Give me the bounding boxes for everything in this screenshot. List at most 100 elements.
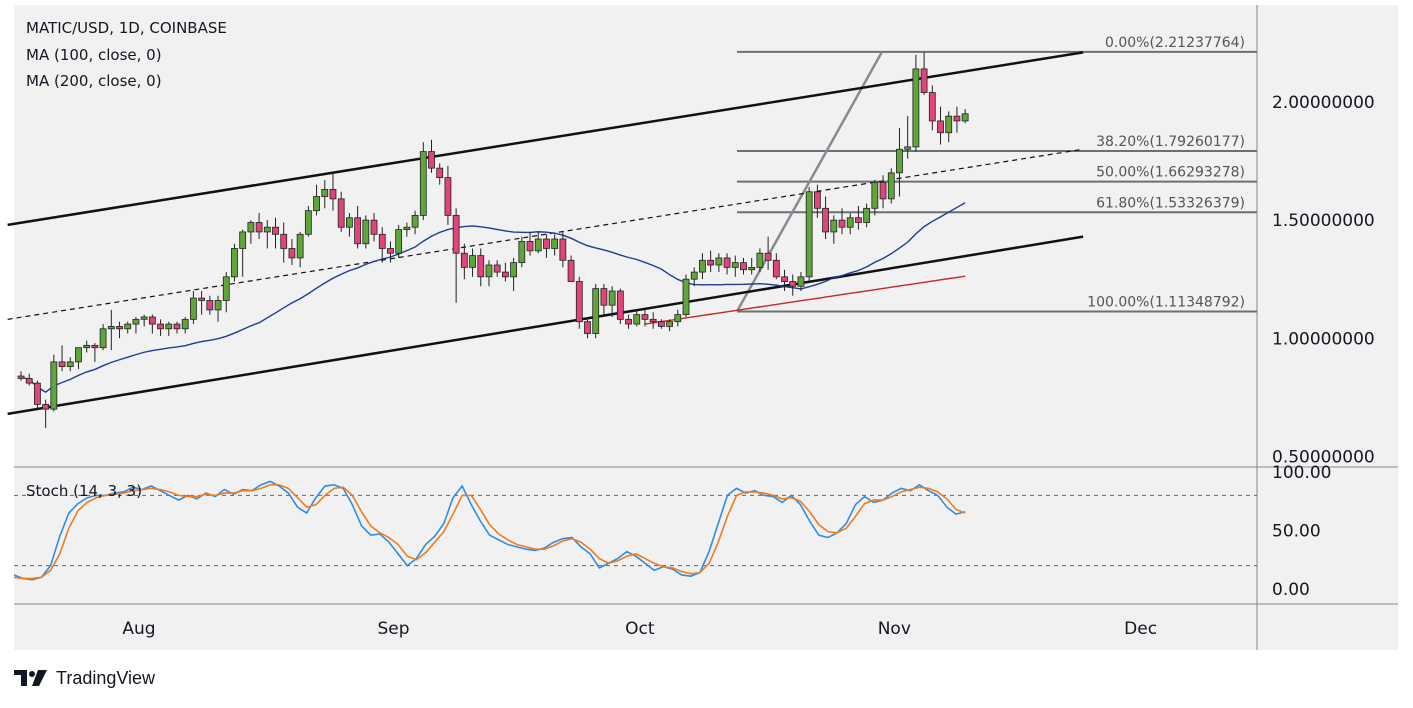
candle-body bbox=[255, 222, 263, 233]
candle-body bbox=[501, 271, 509, 278]
candle-body bbox=[354, 217, 362, 245]
price-tick-label: 1.50000000 bbox=[1272, 211, 1375, 231]
candle-body bbox=[928, 92, 936, 122]
candle-body bbox=[822, 207, 829, 233]
candle-body bbox=[329, 189, 337, 200]
candle-body bbox=[452, 214, 460, 254]
candle-body bbox=[247, 222, 255, 233]
candle-body bbox=[107, 326, 115, 330]
candle-body bbox=[559, 238, 567, 261]
candle-body bbox=[304, 210, 312, 235]
time-tick-label: Dec bbox=[1124, 619, 1157, 639]
channel-lower-line bbox=[7, 235, 1084, 416]
candle-body bbox=[674, 314, 682, 323]
candle-body bbox=[280, 233, 288, 249]
stoch-k-line bbox=[13, 480, 966, 581]
candle-body bbox=[748, 266, 756, 271]
candle-body bbox=[181, 318, 189, 330]
candle-body bbox=[772, 259, 780, 278]
candle-body bbox=[592, 288, 600, 334]
candle-body bbox=[707, 259, 715, 266]
candle-body bbox=[953, 115, 961, 122]
symbol-title: MATIC/USD, 1D, COINBASE bbox=[26, 19, 227, 37]
candle-body bbox=[912, 68, 920, 148]
time-tick-label: Nov bbox=[878, 619, 911, 639]
candle-body bbox=[436, 167, 444, 178]
candle-body bbox=[863, 207, 871, 223]
time-tick-label: Sep bbox=[377, 619, 409, 639]
candle-body bbox=[411, 214, 419, 228]
candle-body bbox=[813, 191, 821, 209]
candle-body bbox=[231, 248, 238, 278]
candle-body bbox=[945, 115, 953, 134]
stoch-tick-label: 100.00 bbox=[1272, 463, 1331, 483]
candle-body bbox=[345, 217, 353, 228]
candle-body bbox=[91, 344, 99, 349]
fib-level-label: 100.00%(1.11348792) bbox=[1087, 294, 1245, 310]
candle-body bbox=[403, 226, 411, 230]
candle-body bbox=[879, 181, 887, 200]
candle-body bbox=[887, 172, 895, 200]
tradingview-logo-icon bbox=[14, 670, 47, 686]
candle-body bbox=[313, 196, 320, 212]
chart-background bbox=[14, 5, 1398, 650]
candle-body bbox=[124, 323, 132, 330]
fib-level-label: 61.80%(1.53326379) bbox=[1096, 195, 1245, 211]
candle-body bbox=[690, 271, 698, 280]
stoch-legend: Stoch (14, 3, 3) bbox=[26, 482, 142, 500]
candle-body bbox=[575, 281, 583, 323]
candle-body bbox=[543, 238, 550, 249]
candle-body bbox=[937, 120, 944, 134]
candle-body bbox=[272, 226, 279, 235]
candle-body bbox=[740, 262, 747, 271]
stoch-d-line bbox=[13, 484, 966, 580]
candle-body bbox=[641, 314, 649, 320]
candle-body bbox=[699, 259, 706, 273]
price-tick-label: 1.00000000 bbox=[1272, 329, 1375, 349]
candle-body bbox=[370, 219, 378, 235]
candle-body bbox=[904, 146, 912, 150]
candle-body bbox=[534, 238, 542, 252]
candle-body bbox=[66, 361, 74, 367]
candle-body bbox=[296, 233, 304, 259]
candle-body bbox=[567, 259, 575, 282]
time-tick-label: Oct bbox=[625, 619, 655, 639]
price-channel[interactable] bbox=[7, 51, 1084, 416]
candle-body bbox=[99, 328, 107, 349]
candle-body bbox=[116, 326, 123, 330]
candle-body bbox=[715, 257, 723, 266]
candle-body bbox=[469, 255, 476, 268]
ma100-line bbox=[20, 202, 966, 394]
price-tick-label: 2.00000000 bbox=[1272, 93, 1375, 113]
ma200-line bbox=[644, 275, 966, 325]
candle-body bbox=[34, 382, 41, 405]
grid-layer bbox=[14, 5, 1398, 650]
candle-body bbox=[428, 151, 435, 169]
candle-body bbox=[321, 189, 329, 197]
candle-body bbox=[584, 321, 591, 334]
candle-body bbox=[387, 248, 394, 254]
fib-trend-line bbox=[735, 51, 884, 313]
candle-body bbox=[75, 347, 82, 363]
candle-body bbox=[600, 288, 608, 306]
candle-body bbox=[263, 226, 271, 233]
candle-body bbox=[616, 290, 624, 320]
candle-body bbox=[157, 323, 164, 330]
channel-upper-line bbox=[7, 51, 1084, 227]
candle-body bbox=[419, 151, 427, 216]
candle-body bbox=[337, 198, 345, 228]
ma100-legend: MA (100, close, 0) bbox=[26, 46, 162, 64]
stoch-tick-label: 0.00 bbox=[1272, 580, 1310, 600]
candle-body bbox=[50, 361, 58, 410]
candle-body bbox=[625, 318, 632, 325]
candle-body bbox=[666, 321, 673, 327]
candle-body bbox=[132, 318, 140, 325]
candle-body bbox=[797, 276, 805, 287]
fib-level-label: 0.00%(2.21237764) bbox=[1105, 35, 1245, 51]
candle-body bbox=[222, 276, 230, 301]
candle-body bbox=[173, 323, 181, 330]
tradingview-watermark[interactable]: TradingView bbox=[14, 666, 155, 690]
candle-body bbox=[756, 252, 764, 268]
